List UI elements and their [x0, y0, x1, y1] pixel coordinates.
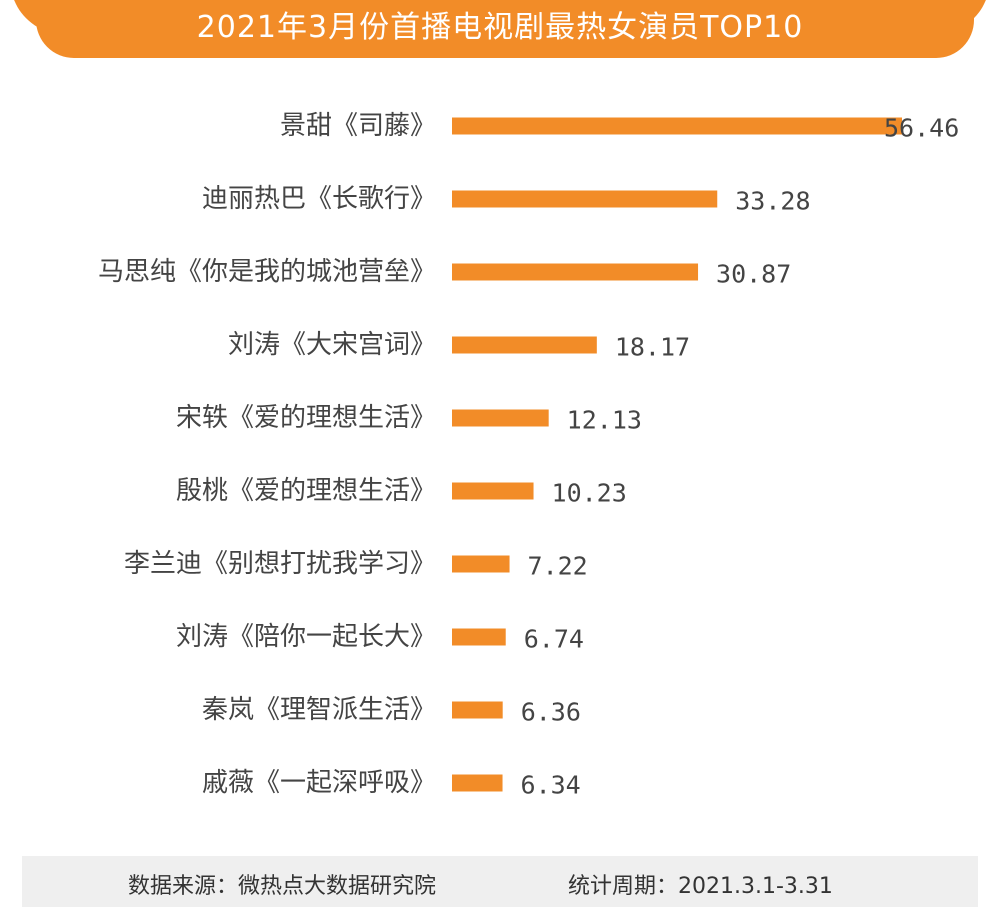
bar	[452, 774, 503, 792]
value-label: 33.28	[735, 187, 810, 216]
value-label: 7.22	[528, 552, 588, 581]
category-label: 马思纯《你是我的城池营垒》	[98, 257, 436, 287]
category-label: 迪丽热巴《长歌行》	[202, 184, 436, 214]
bar	[452, 701, 503, 719]
value-label: 6.34	[521, 771, 581, 800]
category-label: 宋轶《爱的理想生活》	[176, 403, 436, 433]
bar	[452, 555, 510, 573]
bar	[452, 117, 902, 135]
value-label: 6.36	[521, 698, 581, 727]
bar	[452, 628, 506, 646]
bar-chart: 景甜《司藤》 56.46 迪丽热巴《长歌行》 33.28 马思纯《你是我的城池营垒》 30…	[98, 111, 959, 800]
value-label: 56.46	[884, 114, 959, 143]
value-label: 10.23	[552, 479, 627, 508]
value-label: 30.87	[716, 260, 791, 289]
value-label: 6.74	[524, 625, 584, 654]
chart-title: 2021年3月份首播电视剧最热女演员TOP10	[196, 10, 804, 45]
bar	[452, 482, 534, 500]
category-label: 刘涛《大宋宫词》	[228, 330, 436, 360]
title-banner	[36, 0, 974, 58]
value-label: 12.13	[567, 406, 642, 435]
data-source: 数据来源：微热点大数据研究院	[128, 874, 437, 899]
bar	[452, 409, 549, 427]
bar	[452, 190, 718, 208]
footer: 数据来源：微热点大数据研究院 统计周期：2021.3.1-3.31	[22, 856, 978, 907]
category-label: 景甜《司藤》	[280, 111, 436, 141]
bar	[452, 263, 699, 281]
statistics-period: 统计周期：2021.3.1-3.31	[568, 874, 833, 899]
value-label: 18.17	[615, 333, 690, 362]
category-label: 戚薇《一起深呼吸》	[202, 768, 436, 798]
category-label: 殷桃《爱的理想生活》	[176, 476, 436, 506]
bar	[452, 336, 597, 354]
category-label: 李兰迪《别想打扰我学习》	[124, 549, 436, 579]
category-label: 秦岚《理智派生活》	[202, 695, 436, 725]
category-label: 刘涛《陪你一起长大》	[176, 622, 436, 652]
